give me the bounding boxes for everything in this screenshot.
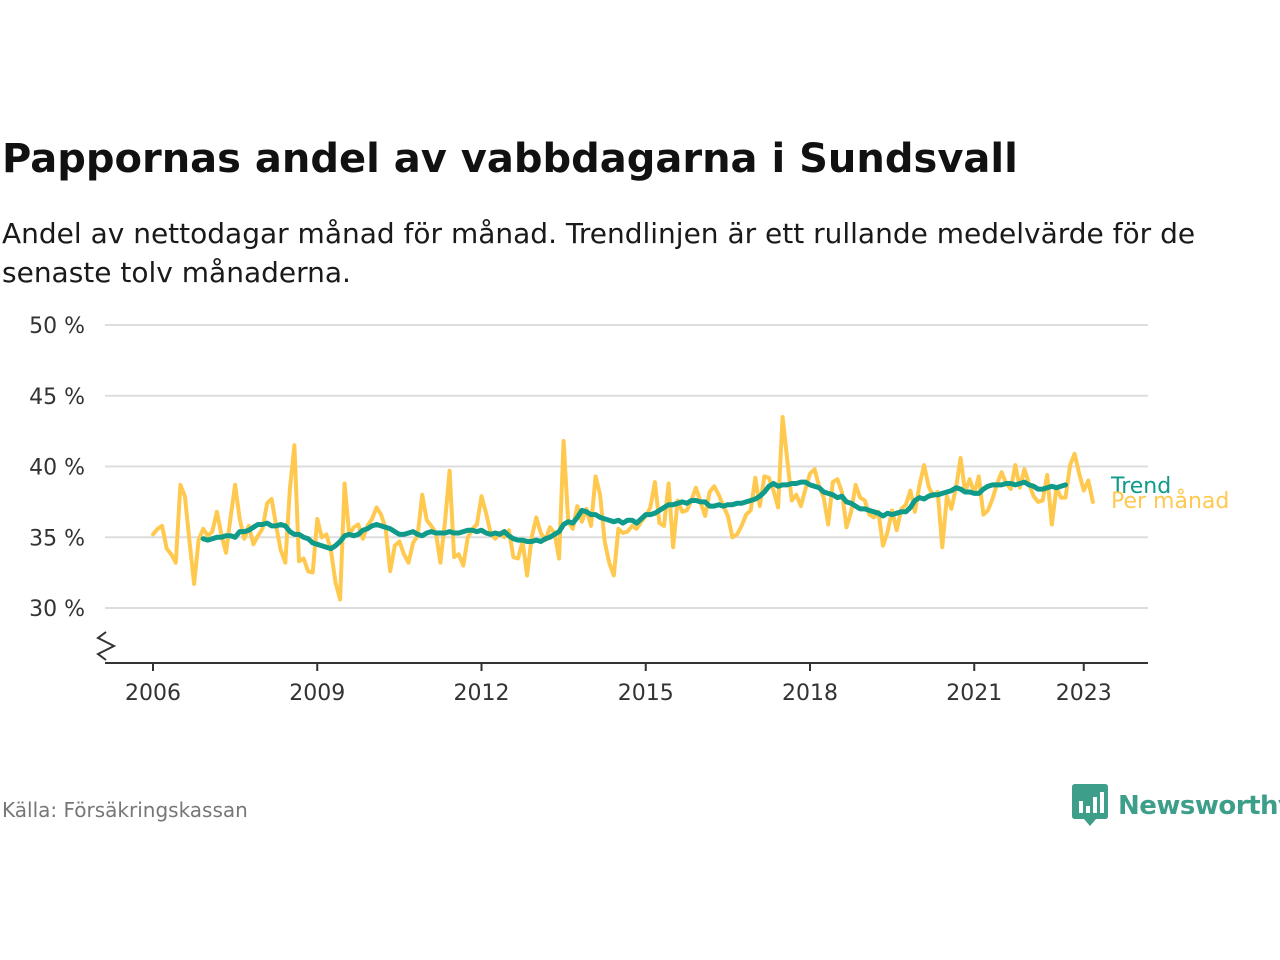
brand-logo[interactable]: Newsworthy xyxy=(1072,784,1280,828)
y-tick-label: 35 % xyxy=(29,526,85,551)
gridlines: 30 % 35 % 40 % 45 % 50 % xyxy=(29,314,1148,622)
source-note: Källa: Försäkringskassan xyxy=(2,798,248,822)
newsworthy-logo-icon xyxy=(1072,784,1108,826)
x-tick-label: 2023 xyxy=(1056,681,1112,706)
x-tick-label: 2018 xyxy=(782,681,838,706)
series-layer xyxy=(151,415,1095,602)
y-tick-label: 45 % xyxy=(29,385,85,410)
x-tick-label: 2015 xyxy=(618,681,674,706)
series-line-per-manad xyxy=(151,415,1095,602)
axis-break-marker xyxy=(96,631,117,661)
y-tick-label: 40 % xyxy=(29,456,85,481)
y-tick-label: 30 % xyxy=(29,597,85,622)
x-tick-label: 2012 xyxy=(454,681,510,706)
x-tick-label: 2021 xyxy=(946,681,1002,706)
x-tick-label: 2006 xyxy=(125,681,181,706)
line-chart: 30 % 35 % 40 % 45 % 50 % 2006 2009 2012 2015 201… xyxy=(29,314,1229,706)
x-tick-label: 2009 xyxy=(289,681,345,706)
series-label-per-manad: Per månad xyxy=(1111,488,1229,514)
y-tick-label: 50 % xyxy=(29,314,85,339)
series-line-trend xyxy=(200,479,1068,552)
chart-title: Pappornas andel av vabbdagarna i Sundsva… xyxy=(2,136,1018,182)
brand-name: Newsworthy xyxy=(1118,791,1280,821)
chart-subtitle: Andel av nettodagar månad för månad. Tre… xyxy=(2,217,1196,289)
series-label-trend: Trend xyxy=(1110,474,1171,499)
axes: 2006 2009 2012 2015 2018 2021 2023 xyxy=(96,631,1148,706)
